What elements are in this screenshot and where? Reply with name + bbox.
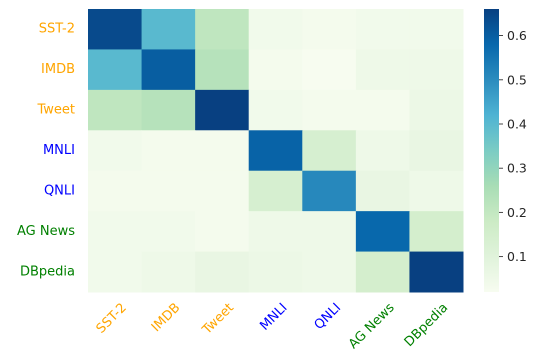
heatmap-cell xyxy=(88,49,143,91)
colorbar-tick-label: 0.4 xyxy=(507,117,527,132)
heatmap-cell xyxy=(141,130,196,172)
heatmap-cell xyxy=(141,9,196,50)
colorbar xyxy=(484,9,499,292)
heatmap-cell xyxy=(355,170,410,212)
heatmap-cell xyxy=(409,130,464,172)
heatmap-cell xyxy=(409,89,464,131)
heatmap-cell xyxy=(141,211,196,253)
heatmap-cell xyxy=(195,9,250,50)
heatmap-cell xyxy=(409,170,464,212)
heatmap-cell xyxy=(88,251,143,293)
heatmap-cell xyxy=(248,211,303,253)
heatmap-cell xyxy=(195,211,250,253)
heatmap-cell xyxy=(302,130,357,172)
heatmap-cell xyxy=(302,170,357,212)
heatmap-cell xyxy=(248,170,303,212)
row-label: SST-2 xyxy=(39,22,75,37)
colorbar-tick-label: 0.6 xyxy=(507,28,527,43)
heatmap-cell xyxy=(302,211,357,253)
heatmap-cell xyxy=(302,49,357,91)
heatmap-cell xyxy=(355,130,410,172)
row-label: QNLI xyxy=(44,183,75,198)
heatmap-cell xyxy=(141,89,196,131)
heatmap-cell xyxy=(195,130,250,172)
row-label: Tweet xyxy=(36,103,75,118)
column-label: IMDB xyxy=(149,300,184,335)
heatmap-cell xyxy=(141,170,196,212)
heatmap-cell xyxy=(302,89,357,131)
colorbar-tick-label: 0.2 xyxy=(507,205,527,220)
row-label: AG News xyxy=(17,224,75,239)
colorbar-tick-label: 0.5 xyxy=(507,72,527,87)
heatmap-cell xyxy=(302,9,357,50)
heatmap-cell xyxy=(355,49,410,91)
heatmap-cell xyxy=(88,130,143,172)
heatmap-cell xyxy=(302,251,357,293)
row-label: DBpedia xyxy=(20,264,75,279)
heatmap-cell xyxy=(409,251,464,293)
column-labels: SST-2 IMDB Tweet MNLI QNLI AG News DBpedia xyxy=(94,300,452,352)
heatmap-cell xyxy=(141,251,196,293)
heatmap-cell xyxy=(195,49,250,91)
row-labels: SST-2 IMDB Tweet MNLI QNLI AG News DBpedia xyxy=(17,22,75,280)
column-label: DBpedia xyxy=(402,300,452,350)
heatmap-cell xyxy=(355,89,410,131)
heatmap-cell xyxy=(248,251,303,293)
heatmap-cell xyxy=(248,89,303,131)
heatmap-cell xyxy=(248,49,303,91)
heatmap-cell xyxy=(409,9,464,50)
heatmap-cell xyxy=(195,89,250,131)
heatmap-cell xyxy=(355,9,410,50)
column-label: QNLI xyxy=(312,300,345,333)
heatmap-cell xyxy=(88,89,143,131)
heatmap-cell xyxy=(88,9,143,50)
row-label: IMDB xyxy=(41,62,75,77)
heatmap-cell xyxy=(355,211,410,253)
heatmap-cell xyxy=(195,251,250,293)
heatmap-cell xyxy=(248,130,303,172)
heatmap-cell xyxy=(195,170,250,212)
column-label: Tweet xyxy=(199,300,237,338)
heatmap-cell xyxy=(88,211,143,253)
heatmap-cell xyxy=(409,211,464,253)
heatmap-cells xyxy=(88,9,464,293)
colorbar-tick-label: 0.3 xyxy=(507,161,527,176)
heatmap-cell xyxy=(248,9,303,50)
column-label: SST-2 xyxy=(94,300,130,336)
row-label: MNLI xyxy=(43,143,75,158)
column-label: AG News xyxy=(346,300,398,352)
heatmap-cell xyxy=(141,49,196,91)
colorbar-ticks: 0.1 0.2 0.3 0.4 0.5 0.6 xyxy=(499,28,527,264)
column-label: MNLI xyxy=(257,300,290,333)
colorbar-tick-label: 0.1 xyxy=(507,249,527,264)
heatmap-cell xyxy=(88,170,143,212)
heatmap-cell xyxy=(409,49,464,91)
heatmap-cell xyxy=(355,251,410,293)
